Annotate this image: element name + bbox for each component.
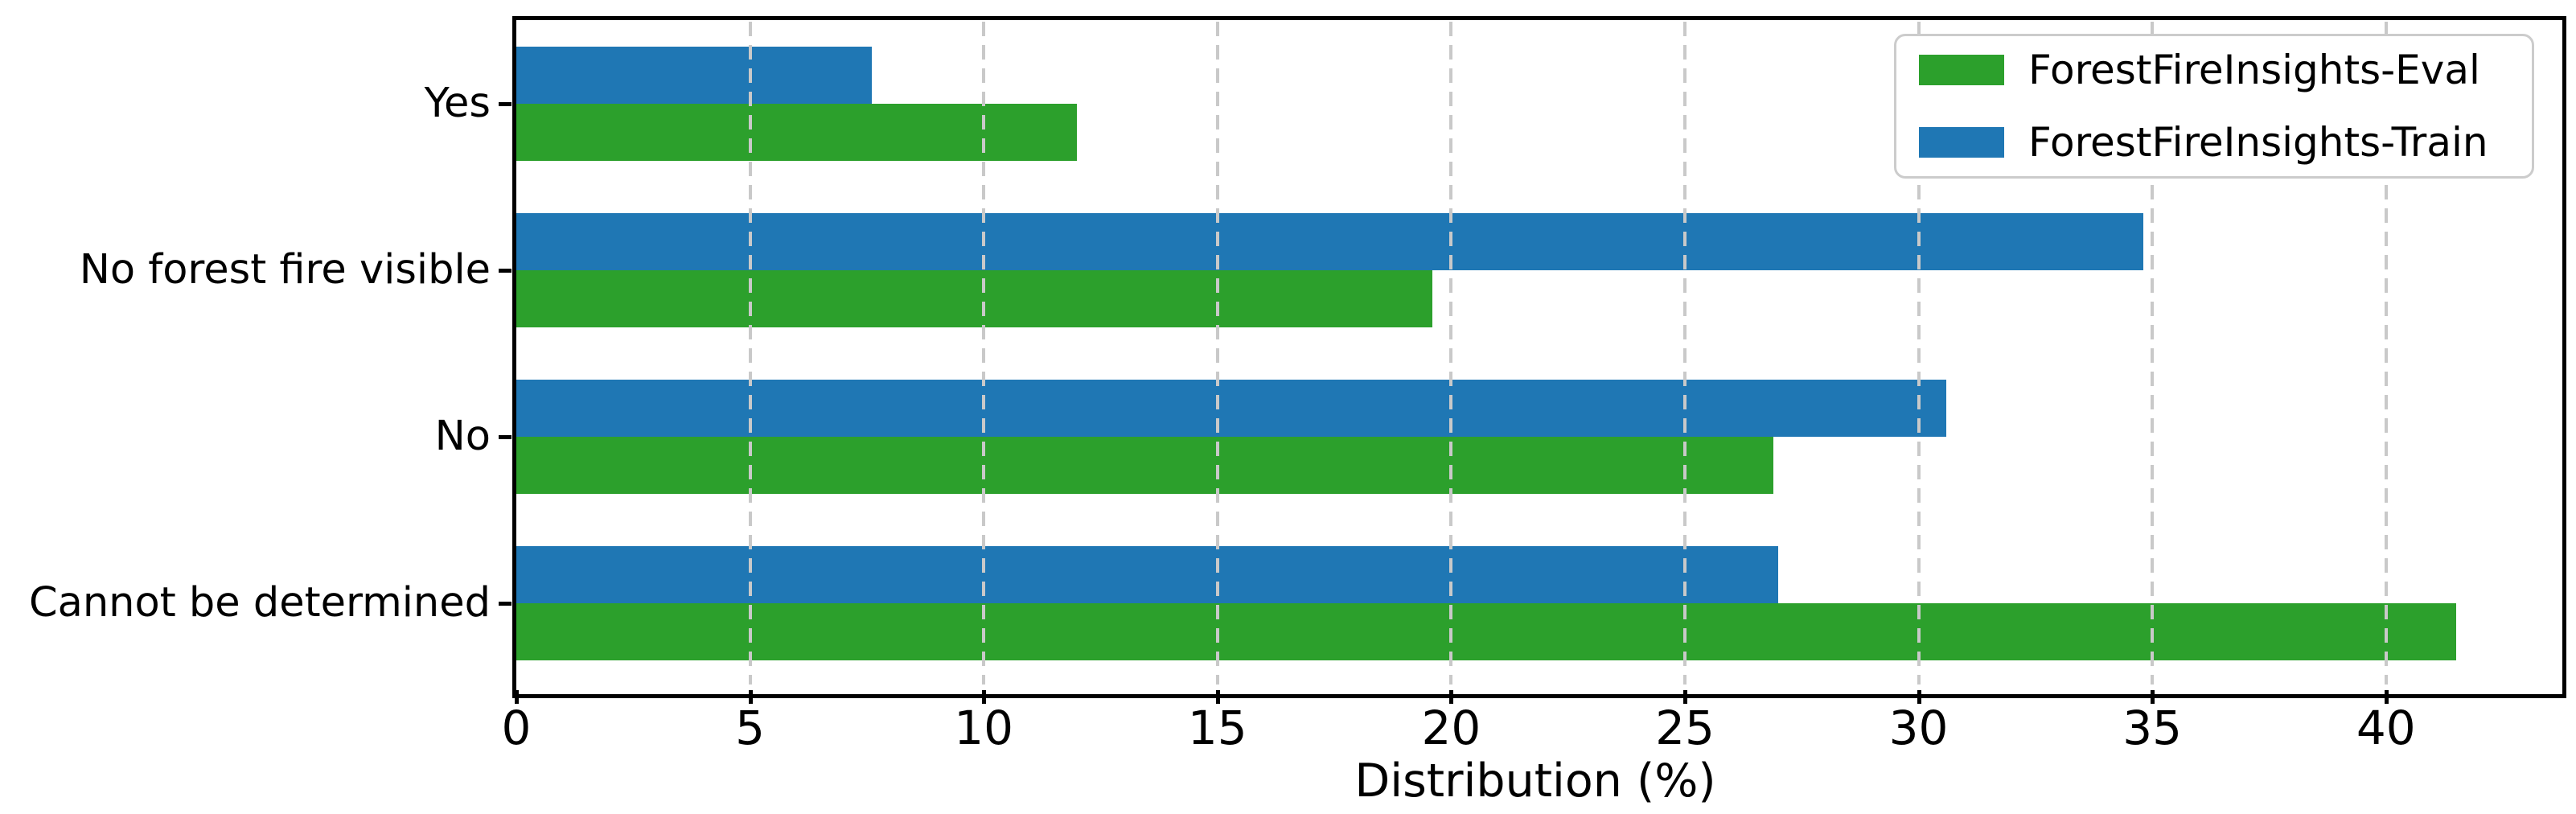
x-tick-label: 20 (1421, 701, 1481, 755)
bar-eval-0 (516, 103, 1078, 161)
x-tick-label: 25 (1655, 701, 1715, 755)
x-tick-label: 40 (2356, 701, 2416, 755)
bar-train-1 (516, 212, 2143, 270)
x-tick-label: 5 (735, 701, 766, 755)
y-tick-label: No forest fire visible (79, 245, 491, 294)
y-tick-mark (499, 101, 512, 106)
legend-label: ForestFireInsights-Train (2028, 119, 2488, 166)
y-tick-mark (499, 601, 512, 606)
gridline-30 (1917, 22, 1921, 684)
x-tick-label: 15 (1187, 701, 1247, 755)
y-tick-label: No (434, 412, 491, 460)
legend-item-train: ForestFireInsights-Train (1919, 121, 2509, 163)
gridline-35 (2151, 22, 2155, 684)
gridline-20 (1449, 22, 1453, 684)
x-tick-mark (748, 690, 753, 704)
legend-item-eval: ForestFireInsights-Eval (1919, 49, 2509, 91)
bar-eval-1 (516, 269, 1433, 327)
x-tick-mark (1682, 690, 1687, 704)
y-tick-mark (499, 434, 512, 439)
bar-train-2 (516, 379, 1947, 437)
x-tick-label: 0 (501, 701, 532, 755)
gridline-40 (2384, 22, 2388, 684)
gridline-5 (748, 22, 752, 684)
gridline-15 (1215, 22, 1219, 684)
bar-train-0 (516, 46, 872, 104)
y-tick-label: Yes (424, 79, 491, 127)
x-axis-label: Distribution (%) (1354, 754, 1716, 808)
legend-label: ForestFireInsights-Eval (2028, 47, 2480, 93)
x-tick-mark (515, 690, 519, 704)
x-tick-label: 10 (954, 701, 1014, 755)
legend-swatch-icon (1919, 127, 2004, 158)
x-tick-mark (1449, 690, 1454, 704)
y-tick-mark (499, 268, 512, 273)
bar-eval-2 (516, 436, 1774, 494)
y-tick-label: Cannot be determined (29, 578, 491, 627)
x-tick-mark (982, 690, 987, 704)
bar-eval-3 (516, 602, 2456, 660)
gridline-10 (982, 22, 986, 684)
x-tick-mark (2384, 690, 2389, 704)
x-tick-label: 30 (1888, 701, 1949, 755)
bar-train-3 (516, 545, 1779, 603)
legend: ForestFireInsights-Eval ForestFireInsight… (1894, 34, 2534, 179)
x-tick-mark (1215, 690, 1220, 704)
x-tick-mark (1917, 690, 1921, 704)
x-tick-label: 35 (2122, 701, 2183, 755)
x-tick-mark (2151, 690, 2155, 704)
gridline-25 (1682, 22, 1687, 684)
legend-swatch-icon (1919, 55, 2004, 85)
